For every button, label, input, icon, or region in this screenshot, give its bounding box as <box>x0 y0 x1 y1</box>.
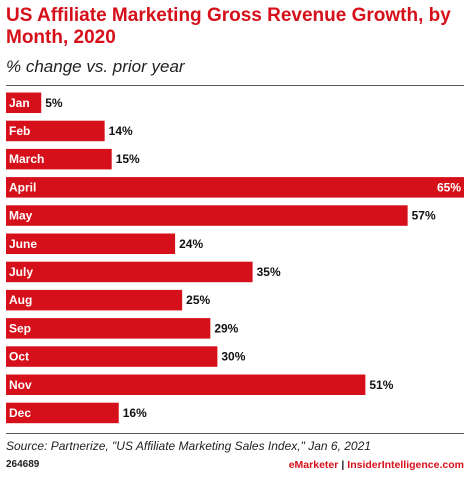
category-label-aug: Aug <box>9 293 32 307</box>
chart-id: 264689 <box>6 459 40 470</box>
category-label-feb: Feb <box>9 124 30 138</box>
brand-separator: | <box>341 459 345 471</box>
category-label-may: May <box>9 209 33 223</box>
category-label-oct: Oct <box>9 350 29 364</box>
value-label-july: 35% <box>257 265 281 279</box>
chart-subtitle: % change vs. prior year <box>6 57 185 76</box>
bar-june <box>6 233 176 254</box>
bar-march <box>6 148 112 170</box>
footer: 264689 eMarketer | InsiderIntelligence.com <box>6 459 464 473</box>
category-label-dec: Dec <box>9 406 31 420</box>
value-label-march: 15% <box>116 152 140 166</box>
bar-april <box>6 177 464 198</box>
top-divider <box>6 85 464 86</box>
value-label-nov: 51% <box>369 378 393 392</box>
bar-aug <box>6 289 183 311</box>
value-label-june: 24% <box>179 237 203 251</box>
bar-nov <box>6 374 366 395</box>
bar-sep <box>6 318 211 339</box>
bar-feb <box>6 120 105 142</box>
source-note: Source: Partnerize, "US Affiliate Market… <box>6 439 371 453</box>
value-label-oct: 30% <box>221 350 245 364</box>
chart-title: US Affiliate Marketing Gross Revenue Gro… <box>6 5 451 48</box>
category-label-july: July <box>9 265 33 279</box>
category-label-nov: Nov <box>9 378 32 392</box>
value-label-aug: 25% <box>186 293 210 307</box>
category-label-jan: Jan <box>9 96 30 110</box>
value-label-april: 65% <box>437 180 461 194</box>
brand: eMarketer | InsiderIntelligence.com <box>289 459 464 471</box>
value-label-jan: 5% <box>45 96 63 110</box>
bar-dec <box>6 402 119 424</box>
category-label-june: June <box>9 237 37 251</box>
value-label-sep: 29% <box>214 321 238 335</box>
bar-may <box>6 205 408 226</box>
value-label-may: 57% <box>412 209 436 223</box>
bar-jan <box>6 92 42 113</box>
category-label-april: April <box>9 180 36 194</box>
brand-name: eMarketer <box>288 459 339 471</box>
brand-site-link[interactable]: InsiderIntelligence.com <box>347 459 464 471</box>
value-label-feb: 14% <box>109 124 133 138</box>
bar-chart: Jan 5% Feb 14% March 15% April 65% May 57% June 24%… <box>6 92 464 424</box>
category-label-sep: Sep <box>9 321 31 335</box>
bottom-divider <box>6 433 464 434</box>
value-label-dec: 16% <box>123 406 147 420</box>
bar-oct <box>6 346 218 367</box>
category-label-march: March <box>9 152 44 166</box>
bar-july <box>6 261 253 283</box>
